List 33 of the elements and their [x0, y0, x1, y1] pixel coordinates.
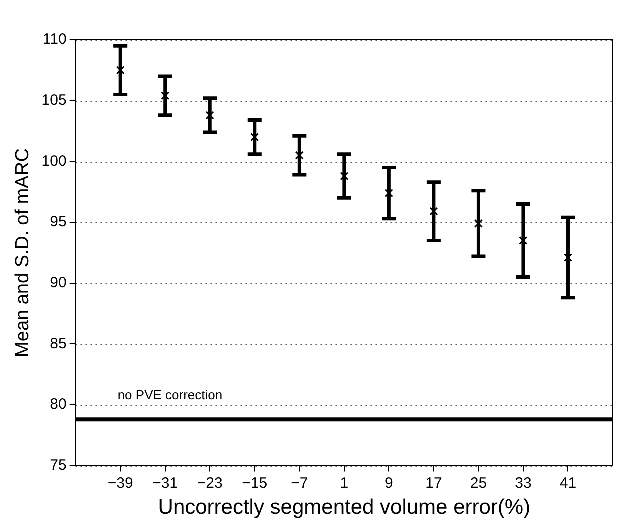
- y-tick-label: 110: [42, 31, 67, 48]
- y-tick-label: 90: [50, 274, 67, 292]
- point: [430, 207, 438, 216]
- y-tick-label: 95: [50, 214, 67, 231]
- x-tick-label: −23: [197, 474, 223, 492]
- point: [564, 253, 573, 262]
- point: [295, 151, 304, 160]
- x-tick-label: 33: [515, 474, 532, 492]
- y-tick-label: 105: [42, 92, 67, 109]
- x-tick-label: −15: [242, 474, 268, 492]
- y-axis-title: Mean and S.D. of mARC: [12, 148, 34, 358]
- x-tick-label: 9: [385, 474, 394, 492]
- x-tick-label: −31: [152, 474, 178, 492]
- x-tick-label: −39: [108, 474, 134, 492]
- y-tick-label: 85: [50, 335, 67, 352]
- x-tick-label: 41: [560, 474, 577, 492]
- point: [206, 111, 214, 120]
- point: [384, 189, 394, 198]
- x-tick-label: 25: [470, 474, 488, 492]
- point: [340, 172, 349, 181]
- y-tick-label: 100: [42, 152, 67, 170]
- ref-line-label: no PVE correction: [118, 388, 223, 403]
- x-axis-title: Uncorrectly segmented volume error(%): [158, 496, 531, 520]
- point: [250, 133, 260, 142]
- x-tick-label: −7: [291, 474, 308, 492]
- point: [161, 92, 170, 100]
- y-tick-label: 80: [50, 396, 67, 414]
- point: [519, 236, 528, 246]
- point: [116, 66, 125, 75]
- y-tick-label: 75: [50, 456, 67, 474]
- x-tick-label: 1: [340, 474, 349, 492]
- x-tick-label: 17: [426, 474, 442, 492]
- point: [474, 219, 483, 228]
